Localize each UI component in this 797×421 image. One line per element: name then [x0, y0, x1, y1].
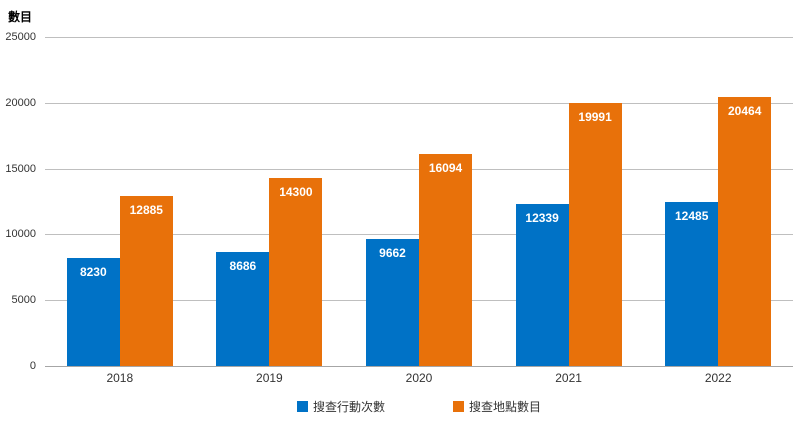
legend-swatch-icon — [453, 400, 464, 412]
legend-label: 搜查地點數目 — [469, 399, 542, 414]
bar-value-label: 20464 — [728, 103, 762, 118]
bar-value-label: 12485 — [675, 208, 709, 223]
legend: 搜查行動次數 搜查地點數目 — [45, 397, 793, 415]
bar-value-label: 8686 — [229, 258, 257, 273]
x-axis-tick-label: 2021 — [555, 371, 582, 385]
y-axis-tick-label: 15000 — [5, 162, 36, 175]
x-axis-tick-label: 2019 — [256, 371, 283, 385]
bar-value-label: 19991 — [578, 109, 612, 124]
gridline — [45, 102, 793, 104]
gridline — [45, 37, 793, 38]
y-axis-tick-label: 0 — [29, 360, 36, 372]
bar-搜查地點數目-2020: 16094 — [419, 154, 472, 366]
bar-value-label: 8230 — [79, 264, 107, 279]
bar-搜查行動次數-2021: 12339 — [515, 203, 569, 366]
bar-搜查地點數目-2021: 19991 — [568, 102, 622, 366]
plot-area: 8230 12885 8686 14300 9662 16094 12339 19991 124… — [45, 37, 793, 367]
x-axis-line — [45, 366, 793, 367]
y-axis-tick-label: 20000 — [5, 96, 36, 109]
legend-label: 搜查行動次數 — [312, 399, 385, 414]
y-axis-tick-label: 5000 — [11, 294, 36, 307]
x-axis: 2018 2019 2020 2021 2022 — [45, 371, 793, 389]
y-axis: 0 5000 10000 15000 20000 25000 — [0, 0, 40, 421]
bar-搜查地點數目-2022: 20464 — [718, 96, 772, 366]
bar-value-label: 9662 — [379, 245, 406, 260]
legend-item: 搜查行動次數 — [296, 398, 385, 415]
bar-value-label: 12885 — [129, 203, 163, 218]
bar-value-label: 16094 — [428, 161, 463, 176]
bar-搜查地點數目-2019: 14300 — [269, 177, 323, 366]
x-axis-tick-label: 2022 — [704, 371, 732, 385]
y-axis-tick-label: 25000 — [5, 31, 36, 43]
x-axis-tick-label: 2020 — [405, 371, 433, 385]
bar-value-label: 14300 — [279, 184, 313, 199]
bar-搜查行動次數-2019: 8686 — [216, 251, 270, 366]
bar-搜查行動次數-2020: 9662 — [366, 238, 419, 366]
bar-搜查行動次數-2018: 8230 — [66, 257, 120, 366]
y-axis-title: 數目 — [8, 10, 33, 24]
bar-搜查行動次數-2022: 12485 — [665, 201, 719, 366]
legend-item: 搜查地點數目 — [453, 398, 541, 415]
bar-搜查地點數目-2018: 12885 — [119, 196, 173, 366]
legend-swatch-icon — [296, 400, 308, 412]
bar-value-label: 12339 — [525, 210, 559, 225]
y-axis-tick-label: 10000 — [5, 228, 36, 241]
x-axis-tick-label: 2018 — [106, 371, 134, 385]
